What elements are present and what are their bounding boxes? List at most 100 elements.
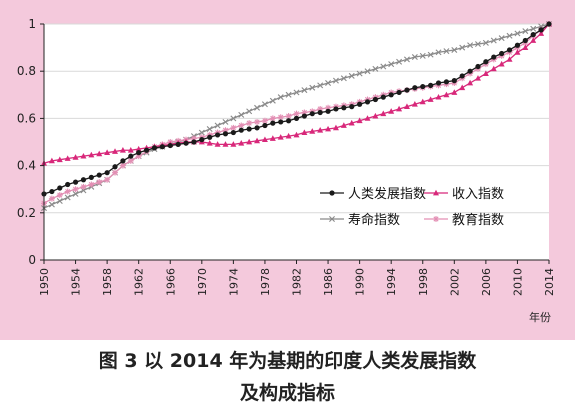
data-point (48, 157, 55, 164)
data-point (364, 115, 371, 121)
data-point (301, 113, 307, 119)
data-point (246, 108, 253, 115)
data-point (57, 185, 63, 191)
data-point (293, 110, 300, 117)
data-point (269, 115, 276, 122)
data-point (372, 112, 379, 119)
data-point (230, 129, 236, 136)
data-point (64, 194, 71, 201)
data-point (325, 125, 332, 132)
data-point (467, 42, 474, 49)
data-point (388, 92, 394, 98)
y-tick-label: 1 (28, 17, 36, 31)
data-point (238, 139, 245, 146)
data-point (388, 61, 395, 68)
data-point (214, 122, 221, 129)
data-point (427, 51, 434, 58)
data-point (403, 103, 410, 109)
x-tick-label: 2002 (448, 268, 461, 296)
y-axis-ticks: 0 0.2 0.4 0.6 0.8 1 (17, 17, 44, 267)
data-point (348, 72, 355, 79)
data-point (332, 124, 339, 131)
data-point (435, 80, 442, 86)
x-tick-label: 1966 (164, 268, 177, 296)
data-point (538, 27, 544, 33)
data-point (530, 32, 536, 38)
data-point (261, 136, 268, 143)
data-point (317, 82, 324, 89)
data-point (286, 118, 292, 124)
data-point (119, 147, 126, 153)
data-point (443, 91, 450, 98)
data-point (277, 114, 284, 121)
data-point (498, 60, 505, 67)
data-point (317, 127, 324, 133)
data-point (72, 186, 79, 193)
data-point (364, 68, 371, 75)
data-point (127, 147, 134, 153)
data-point (372, 65, 379, 72)
data-point (136, 150, 142, 156)
data-point (482, 39, 489, 46)
legend-label: 教育指数 (452, 212, 504, 228)
data-point (246, 120, 253, 127)
data-point (104, 170, 110, 176)
x-axis-label: 年份 (529, 310, 551, 324)
data-point (159, 144, 165, 150)
data-point (143, 147, 150, 153)
data-point (474, 75, 481, 81)
figure-caption-line1: 图 3 以 2014 年为基期的印度人类发展指数 (98, 350, 477, 372)
data-point (301, 109, 308, 116)
data-point (483, 59, 489, 65)
data-point (309, 84, 316, 91)
data-point (372, 96, 379, 103)
data-point (112, 148, 119, 154)
data-point (72, 190, 79, 197)
data-point (428, 82, 434, 88)
data-point (64, 155, 71, 161)
data-point (207, 134, 213, 140)
series-group (41, 20, 552, 212)
data-point (238, 127, 244, 133)
data-point (127, 157, 134, 164)
data-point (340, 122, 347, 128)
data-point (72, 179, 79, 185)
legend-item: 人类发展指数 (320, 186, 426, 202)
x-tick-label: 1986 (322, 268, 335, 296)
data-point (356, 117, 363, 124)
data-point (427, 96, 434, 102)
data-point (183, 140, 189, 146)
data-point (329, 216, 335, 222)
data-point (309, 128, 316, 134)
y-tick-label: 0.4 (17, 159, 36, 173)
data-point (262, 122, 268, 129)
data-point (285, 113, 292, 120)
data-point (435, 49, 442, 56)
data-point (293, 115, 300, 121)
data-point (261, 101, 268, 108)
data-point (222, 118, 229, 125)
data-point (357, 101, 363, 107)
data-point (238, 122, 245, 129)
data-point (396, 105, 403, 112)
data-point (112, 164, 118, 170)
data-point (514, 42, 521, 48)
data-point (293, 89, 300, 96)
legend-item: 收入指数 (424, 187, 504, 202)
data-point (506, 47, 513, 53)
data-point (325, 80, 332, 86)
data-point (293, 131, 300, 138)
data-point (285, 132, 292, 139)
x-tick-label: 1990 (354, 268, 367, 296)
data-point (48, 195, 55, 202)
data-point (49, 188, 55, 195)
data-point (167, 142, 173, 149)
data-point (396, 58, 403, 65)
data-point (538, 30, 545, 36)
data-point (254, 118, 261, 125)
data-point (301, 87, 308, 94)
data-point (199, 137, 205, 143)
data-point (411, 101, 418, 107)
data-point (506, 56, 513, 62)
